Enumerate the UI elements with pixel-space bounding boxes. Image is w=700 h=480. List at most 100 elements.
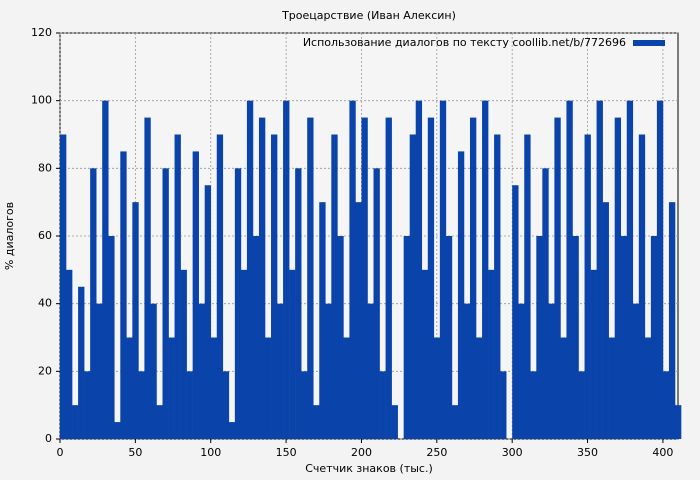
- bar: [482, 100, 489, 440]
- bar: [246, 100, 254, 440]
- bar: [234, 168, 242, 440]
- bar: [626, 100, 634, 440]
- bar: [566, 100, 573, 440]
- bar: [313, 405, 320, 439]
- bar: [180, 269, 187, 439]
- bar: [463, 303, 471, 439]
- bar: [120, 151, 127, 439]
- bar: [632, 303, 640, 439]
- bar: [433, 337, 441, 439]
- bar: [674, 405, 682, 439]
- y-tick-label: 80: [38, 161, 52, 174]
- bar: [518, 303, 525, 439]
- x-tick-label: 300: [502, 446, 523, 459]
- x-tick-label: 0: [57, 446, 64, 459]
- bar: [560, 337, 567, 439]
- bar: [331, 134, 338, 439]
- bar: [584, 134, 591, 439]
- bar: [289, 269, 296, 439]
- bar: [638, 134, 646, 439]
- bar: [572, 236, 579, 439]
- bar: [198, 303, 206, 439]
- bar: [283, 100, 290, 440]
- bar: [150, 303, 157, 439]
- bar: [644, 337, 652, 439]
- legend-label: Использование диалогов по тексту coollib…: [303, 36, 626, 49]
- bar: [271, 134, 278, 439]
- bar: [620, 236, 628, 439]
- bar: [144, 117, 151, 439]
- y-tick-label: 100: [31, 94, 52, 107]
- bar: [162, 168, 169, 440]
- bar: [204, 185, 212, 439]
- bar: [337, 236, 344, 439]
- x-tick-label: 100: [200, 446, 221, 459]
- bar: [126, 337, 133, 439]
- bar: [409, 134, 417, 439]
- bar: [500, 371, 507, 439]
- bar: [542, 168, 549, 440]
- chart-title: Троецарствие (Иван Алексин): [281, 9, 456, 22]
- bar: [72, 405, 79, 439]
- bar: [403, 236, 410, 439]
- bar: [367, 303, 374, 439]
- bar: [494, 134, 501, 439]
- bar: [222, 371, 230, 439]
- bar: [548, 303, 555, 439]
- bar: [114, 422, 121, 439]
- bar: [421, 269, 429, 439]
- bar: [252, 236, 260, 439]
- bar: [66, 269, 73, 439]
- bar: [210, 337, 218, 439]
- x-tick-label: 250: [426, 446, 447, 459]
- bar: [361, 117, 368, 439]
- bar: [427, 117, 435, 439]
- bar: [96, 303, 103, 439]
- bar: [373, 168, 380, 440]
- bar: [319, 202, 326, 439]
- bar: [156, 405, 163, 439]
- bar: [277, 303, 284, 439]
- y-tick-label: 40: [38, 297, 52, 310]
- y-tick-label: 120: [31, 26, 52, 39]
- bar: [457, 151, 465, 439]
- bar: [530, 371, 537, 439]
- x-tick-label: 400: [652, 446, 673, 459]
- x-tick-label: 350: [577, 446, 598, 459]
- bar: [614, 117, 622, 439]
- bar: [258, 117, 266, 439]
- bar: [650, 236, 658, 439]
- bar: [668, 202, 676, 439]
- x-tick-label: 150: [276, 446, 297, 459]
- bar: [662, 371, 670, 439]
- bar: [355, 202, 362, 439]
- bar: [578, 371, 585, 439]
- bar: [90, 168, 97, 440]
- x-tick-label: 50: [128, 446, 142, 459]
- y-tick-label: 20: [38, 364, 52, 377]
- bar: [60, 134, 67, 439]
- y-tick-label: 60: [38, 229, 52, 242]
- bar: [536, 236, 543, 439]
- bar: [524, 134, 531, 439]
- bar: [451, 405, 459, 439]
- bar: [301, 371, 308, 439]
- bar: [108, 236, 115, 439]
- x-axis-label: Счетчик знаков (тыс.): [305, 462, 433, 475]
- bar: [228, 422, 236, 439]
- bar: [186, 371, 193, 439]
- bar: [192, 151, 199, 439]
- bars: [60, 100, 682, 440]
- bar: [168, 337, 175, 439]
- bar: [602, 202, 609, 439]
- bar: [240, 269, 248, 439]
- bar: [476, 337, 483, 439]
- bar: [415, 100, 423, 440]
- y-axis-label: % диалогов: [3, 202, 16, 270]
- bar: [78, 286, 85, 439]
- bar: [84, 371, 91, 439]
- bar: [325, 303, 332, 439]
- bar: [488, 269, 495, 439]
- bar: [385, 117, 392, 439]
